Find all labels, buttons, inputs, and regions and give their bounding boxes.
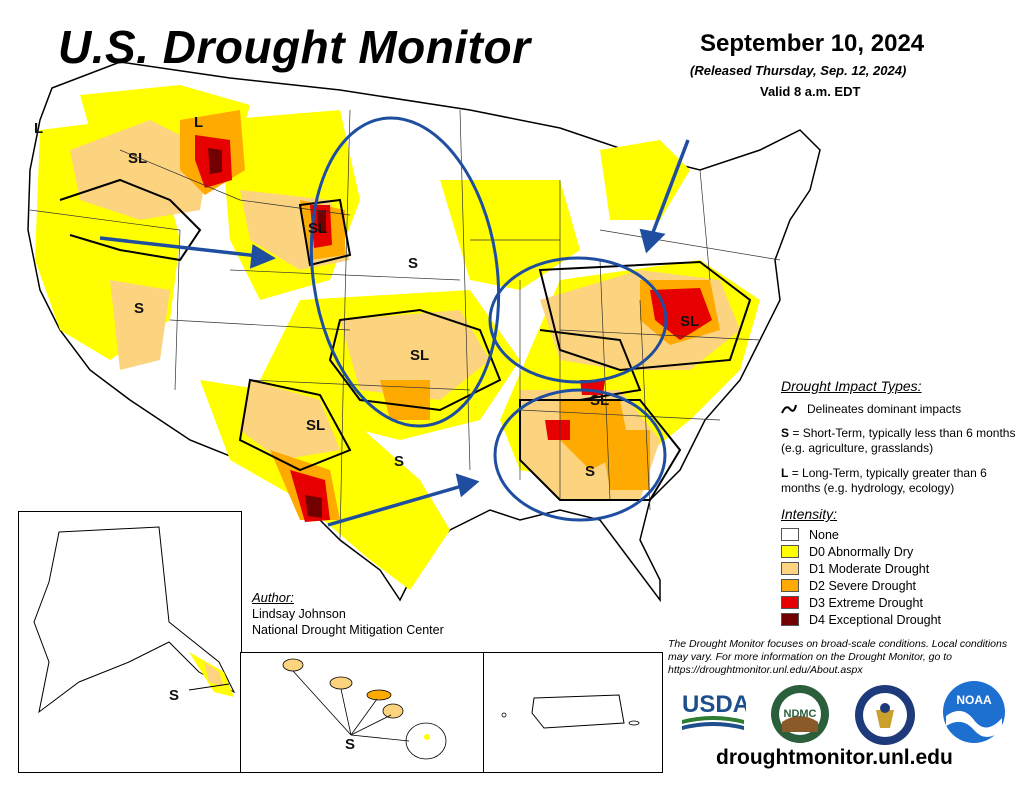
swatch-label: None [809, 527, 839, 542]
impact-line-desc: Delineates dominant impacts [807, 402, 962, 416]
legend-item: D2 Severe Drought [781, 577, 1017, 594]
short-term-desc: S = Short-Term, typically less than 6 mo… [781, 426, 1017, 456]
ndmc-wordmark: NDMC [784, 708, 817, 720]
ndmc-logo[interactable]: NDMC [770, 684, 830, 744]
swatch-label: D4 Exceptional Drought [809, 612, 942, 627]
map-title: U.S. Drought Monitor [58, 21, 531, 73]
legend-item: None [781, 526, 1017, 543]
hawaii-island-molokai [366, 689, 392, 701]
highlight-arrows [99, 139, 690, 527]
hawaii-island-big [405, 722, 447, 760]
label-l-nw: L [34, 120, 43, 137]
legend-item: D1 Moderate Drought [781, 560, 1017, 577]
swatch-none [781, 528, 799, 541]
hawaii-island-oahu [329, 676, 353, 690]
alaska-map: S [33, 526, 236, 714]
label-s-ak: S [169, 687, 179, 704]
ohio-valley-ellipse [488, 256, 668, 384]
label-sl-ks: SL [410, 347, 429, 364]
alaska-inset: S [18, 511, 242, 773]
legend-item: D3 Extreme Drought [781, 594, 1017, 611]
swatch-label: D2 Severe Drought [809, 578, 917, 593]
hawaii-map: S [282, 658, 447, 760]
author-heading: Author: [252, 590, 294, 605]
map-date: September 10, 2024 [700, 30, 925, 57]
label-s-tx: S [394, 453, 404, 470]
label-s-nv: S [134, 300, 144, 317]
release-date: (Released Thursday, Sep. 12, 2024) [690, 63, 907, 78]
label-l-mt: L [194, 114, 203, 131]
swatch-d2 [781, 579, 799, 592]
plains-ellipse [309, 116, 501, 428]
puerto-rico-outline [531, 694, 625, 729]
intensity-swatches: None D0 Abnormally Dry D1 Moderate Droug… [781, 526, 1017, 628]
swatch-label: D1 Moderate Drought [809, 561, 930, 576]
noaa-logo[interactable]: NOAA [942, 680, 1006, 744]
label-s-al: S [585, 463, 595, 480]
short-term-text: = Short-Term, typically less than 6 mont… [781, 426, 1016, 455]
swatch-d3 [781, 596, 799, 609]
short-term-code: S [781, 426, 790, 440]
author-block: Author: Lindsay Johnson National Drought… [252, 590, 444, 638]
commerce-seal [855, 685, 915, 745]
commerce-logo[interactable] [854, 684, 916, 746]
usda-logo[interactable]: USDA [680, 688, 750, 734]
hawaii-island-kauai [282, 658, 304, 672]
author-org: National Drought Mitigation Center [252, 623, 444, 637]
impact-line-icon [781, 404, 797, 414]
label-sl-id: SL [128, 150, 147, 167]
highlight-ellipses [309, 116, 668, 522]
legend-item: D0 Abnormally Dry [781, 543, 1017, 560]
alaska-label-leader [188, 683, 230, 691]
noaa-emblem: NOAA [943, 681, 1005, 743]
ndmc-emblem: NDMC [771, 685, 829, 743]
hawaii-d0-spot [424, 734, 430, 740]
impact-legend-heading: Drought Impact Types: [781, 378, 922, 394]
southeast-ellipse [493, 388, 667, 522]
author-name: Lindsay Johnson [252, 607, 346, 621]
alaska-d1 [204, 662, 224, 687]
label-sl-nm: SL [306, 417, 325, 434]
arrow-head-north [639, 228, 666, 254]
noaa-wordmark: NOAA [956, 693, 992, 707]
legend: Drought Impact Types: Delineates dominan… [781, 378, 1017, 628]
label-sl-oh: SL [680, 313, 699, 330]
hawaii-island-maui [382, 703, 404, 719]
hawaii-inset: S [240, 652, 485, 773]
swatch-d1 [781, 562, 799, 575]
label-s-plains: S [408, 255, 418, 272]
legend-item: D4 Exceptional Drought [781, 611, 1017, 628]
label-sl-tn: SL [590, 392, 609, 409]
disclaimer-note: The Drought Monitor focuses on broad-sca… [668, 638, 1008, 676]
long-term-text: = Long-Term, typically greater than 6 mo… [781, 466, 987, 495]
impact-line-key: Delineates dominant impacts [781, 402, 1017, 416]
intensity-heading: Intensity: [781, 506, 838, 522]
swatch-label: D3 Extreme Drought [809, 595, 923, 610]
mona-island [501, 712, 507, 718]
long-term-desc: L = Long-Term, typically greater than 6 … [781, 466, 1017, 496]
swatch-label: D0 Abnormally Dry [809, 544, 914, 559]
impact-labels: L SL L SL S S SL SL S SL SL S [34, 114, 699, 480]
long-term-code: L [781, 466, 789, 480]
usda-emblem: USDA [682, 691, 750, 730]
swatch-d0 [781, 545, 799, 558]
hawaii-leaders [292, 670, 410, 742]
vieques-island [628, 720, 640, 726]
swatch-d4 [781, 613, 799, 626]
arrow-head-west [249, 244, 276, 269]
usda-wordmark: USDA [682, 691, 746, 718]
arrow-head-south [455, 473, 480, 498]
d4-exceptional-drought [208, 148, 326, 518]
website-link[interactable]: droughtmonitor.unl.edu [716, 746, 953, 769]
valid-time: Valid 8 a.m. EDT [760, 84, 861, 99]
puerto-rico-map [501, 694, 640, 729]
alaska-outline [33, 526, 236, 714]
label-sl-wy: SL [308, 220, 327, 237]
label-s-hi: S [345, 736, 355, 753]
impact-boundaries [59, 178, 752, 501]
puerto-rico-inset [483, 652, 663, 773]
